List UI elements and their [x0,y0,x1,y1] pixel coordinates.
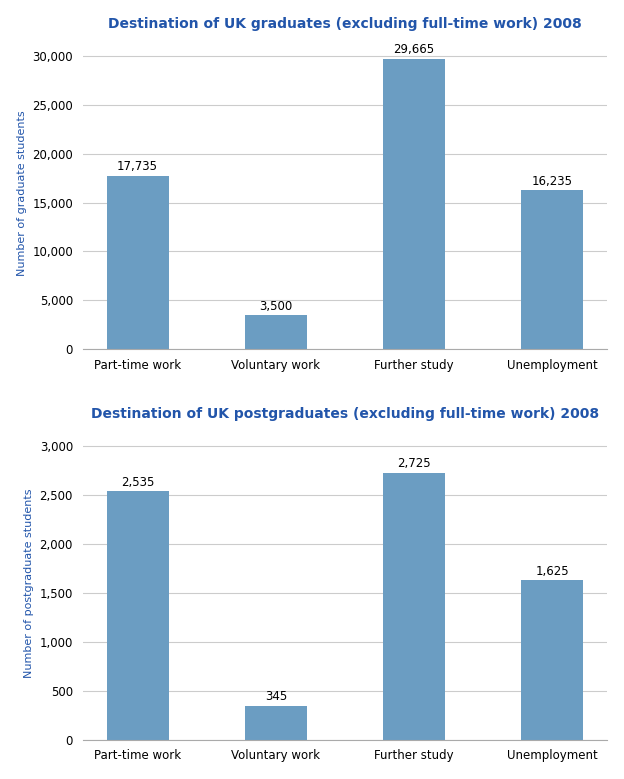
Bar [245,315,307,350]
Title: Destination of UK graduates (excluding full-time work) 2008: Destination of UK graduates (excluding f… [108,16,582,30]
Bar [383,59,446,350]
Bar [383,473,446,739]
Text: 16,235: 16,235 [532,175,573,188]
Bar [521,190,583,350]
Title: Destination of UK postgraduates (excluding full-time work) 2008: Destination of UK postgraduates (excludi… [91,407,599,421]
Text: 3,500: 3,500 [259,300,293,312]
Text: 345: 345 [265,690,287,703]
Bar [107,176,168,350]
Text: 29,665: 29,665 [394,44,435,56]
Y-axis label: Number of graduate students: Number of graduate students [17,110,27,276]
Bar [107,492,168,739]
Y-axis label: Number of postgraduate students: Number of postgraduate students [24,488,34,678]
Text: 17,735: 17,735 [117,160,158,173]
Bar [521,580,583,739]
Text: 2,535: 2,535 [121,476,154,489]
Text: 2,725: 2,725 [397,457,431,471]
Bar [245,706,307,739]
Text: 1,625: 1,625 [535,565,569,578]
